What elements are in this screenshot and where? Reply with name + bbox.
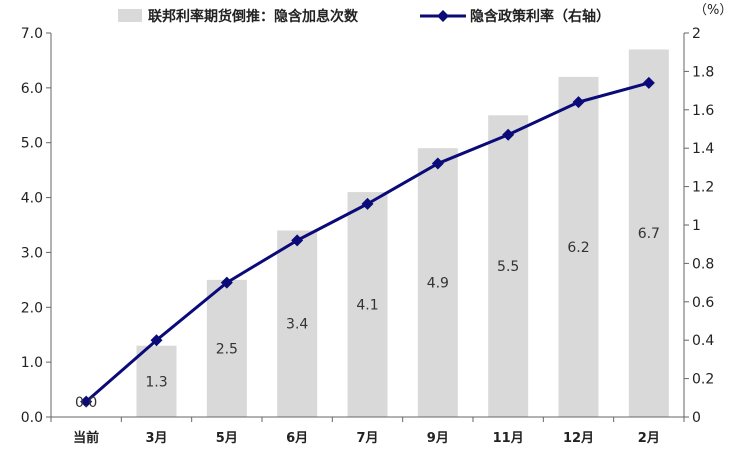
bar-1 — [136, 345, 177, 417]
right-tick-label-7: 1.4 — [692, 141, 714, 157]
right-tick-label-6: 1.2 — [692, 180, 714, 196]
x-tick-label-3: 6月 — [286, 431, 308, 446]
bar-data-label-8: 6.7 — [638, 226, 660, 242]
x-tick-label-4: 7月 — [356, 431, 378, 446]
labels-layer: 0.0 1.3 2.5 3.4 4.1 4.9 5.5 6.2 6.7 — [75, 226, 660, 411]
policy-rate-point-0 — [80, 395, 93, 408]
x-tick-label-1: 3月 — [145, 431, 167, 446]
bar-4 — [347, 192, 388, 417]
bar-data-label-2: 2.5 — [216, 341, 238, 357]
bars-layer — [136, 49, 669, 418]
right-axis-unit: （%） — [694, 3, 732, 18]
bar-3 — [277, 230, 318, 417]
bar-2 — [206, 279, 247, 417]
policy-rate-point-4 — [361, 197, 374, 210]
right-tick-label-9: 1.8 — [692, 64, 714, 80]
bar-data-label-0: 0.0 — [75, 395, 97, 411]
policy-rate-point-7 — [572, 96, 585, 109]
bar-data-label-4: 4.1 — [356, 298, 378, 314]
legend-line-marker — [437, 10, 449, 22]
right-tick-label-5: 1 — [692, 218, 701, 234]
bar-data-label-7: 6.2 — [567, 240, 589, 256]
bar-data-label-3: 3.4 — [286, 317, 308, 333]
right-tick-label-10: 2 — [692, 26, 701, 42]
right-tick-label-1: 0.2 — [692, 372, 714, 388]
policy-rate-point-5 — [431, 157, 444, 170]
left-tick-label-7: 7.0 — [21, 26, 43, 42]
bar-8 — [628, 49, 669, 417]
policy-rate-point-2 — [220, 276, 233, 289]
policy-rate-point-8 — [642, 76, 655, 89]
left-tick-label-4: 4.0 — [21, 191, 43, 207]
legend-bar-label: 联邦利率期货倒推：隐含加息次数 — [148, 8, 359, 25]
left-tick-label-1: 1.0 — [21, 355, 43, 371]
bar-6 — [488, 115, 529, 418]
bar-data-label-5: 4.9 — [427, 276, 449, 292]
right-tick-label-4: 0.8 — [692, 256, 714, 272]
policy-rate-point-1 — [150, 334, 163, 347]
x-tick-label-5: 9月 — [427, 431, 449, 446]
x-tick-label-2: 5月 — [216, 431, 238, 446]
right-tick-label-2: 0.4 — [692, 333, 714, 349]
legend-bar-swatch — [118, 9, 142, 22]
left-tick-label-3: 3.0 — [21, 245, 43, 261]
bar-7 — [558, 76, 599, 417]
legend-line-label: 隐含政策利率（右轴） — [470, 8, 610, 25]
x-tick-label-8: 2月 — [638, 431, 660, 446]
line-layer — [80, 76, 655, 408]
bar-data-label-1: 1.3 — [145, 374, 167, 390]
left-tick-label-0: 0.0 — [21, 410, 43, 426]
x-tick-label-6: 11月 — [493, 431, 524, 446]
bar-5 — [417, 148, 458, 417]
bar-data-label-6: 5.5 — [497, 259, 519, 275]
policy-rate-point-3 — [291, 234, 304, 247]
policy-rate-point-6 — [502, 128, 515, 141]
legend: 联邦利率期货倒推：隐含加息次数 隐含政策利率（右轴） — [118, 8, 610, 25]
left-tick-label-5: 5.0 — [21, 136, 43, 152]
right-tick-label-0: 0 — [692, 410, 701, 426]
x-tick-label-0: 当前 — [73, 430, 99, 446]
right-tick-label-8: 1.6 — [692, 103, 714, 119]
x-tick-label-7: 12月 — [563, 431, 594, 446]
right-tick-label-3: 0.6 — [692, 295, 714, 311]
axes-layer: 0.0 1.0 2.0 3.0 4.0 5.0 6.0 7.0 0 0.2 0.4 0.6 0.8 1 1.… — [21, 26, 715, 446]
left-tick-label-6: 6.0 — [21, 81, 43, 97]
left-tick-label-2: 2.0 — [21, 300, 43, 316]
